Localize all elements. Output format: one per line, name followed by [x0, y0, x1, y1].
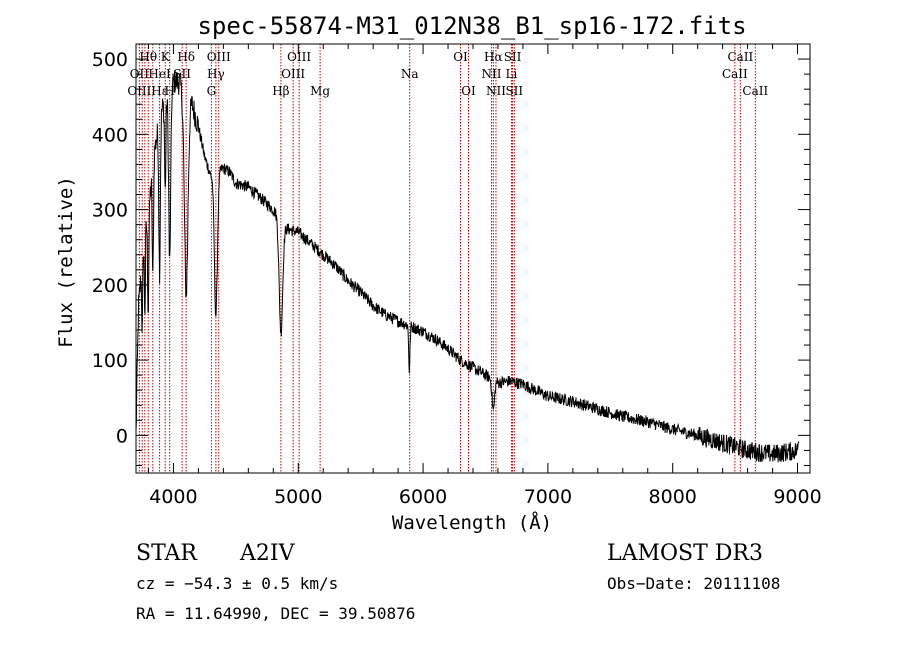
- axes: 4000 5000 6000 7000 8000 9000 0 100 200 300 400 500: [92, 43, 822, 508]
- line-marker-label: CaII: [727, 50, 753, 64]
- line-marker-label: NII: [481, 67, 501, 81]
- x-tick-label: 7000: [524, 486, 572, 508]
- marker-lines: [138, 44, 756, 473]
- line-marker-label: SII: [505, 84, 523, 98]
- redshift-cz: cz = −54.3 ± 0.5 km/s: [136, 574, 338, 593]
- x-tick-label: 6000: [399, 486, 447, 508]
- line-marker-label: Mg: [310, 84, 330, 98]
- line-marker-label: OIII: [287, 50, 311, 64]
- line-marker-label: CaII: [742, 84, 768, 98]
- line-marker-label: OI: [453, 50, 468, 64]
- line-marker-label: CaII: [722, 67, 748, 81]
- line-marker-label: SII: [504, 50, 522, 64]
- x-tick-label: 4000: [149, 486, 197, 508]
- spectrum-flux-line: [135, 70, 800, 463]
- line-marker-label: OIII: [281, 67, 305, 81]
- line-marker-label: HeI: [148, 67, 171, 81]
- y-tick-label: 300: [92, 200, 128, 222]
- line-marker-label: Hγ: [207, 67, 225, 81]
- line-marker-label: Na: [401, 67, 419, 81]
- y-tick-label: 500: [92, 49, 128, 71]
- y-tick-label: 100: [92, 350, 128, 372]
- line-marker-label: OI: [461, 84, 476, 98]
- line-marker-label: OIII: [127, 84, 151, 98]
- object-class: STAR: [136, 541, 198, 566]
- obs-date: Obs−Date: 20111108: [607, 574, 780, 593]
- ra-dec: RA = 11.64990, DEC = 39.50876: [136, 604, 415, 623]
- series-group: [135, 70, 800, 463]
- line-marker-label: K: [161, 50, 171, 64]
- y-tick-label: 200: [92, 275, 128, 297]
- line-marker-label: Hε: [151, 84, 168, 98]
- x-axis-label: Wavelength (Å): [392, 511, 552, 534]
- line-marker-label: Hα: [484, 50, 503, 64]
- plot-frame: [135, 43, 811, 474]
- y-tick-label: 0: [116, 425, 128, 447]
- line-marker-label: OIII: [207, 50, 231, 64]
- x-tick-label: 8000: [649, 486, 697, 508]
- x-tick-label: 9000: [773, 486, 821, 508]
- line-marker-label: NII: [486, 84, 506, 98]
- y-tick-label: 400: [92, 124, 128, 146]
- object-subclass: A2IV: [239, 541, 296, 566]
- chart-title: spec-55874-M31_012N38_B1_sp16-172.fits: [197, 12, 746, 40]
- line-marker-label: Hθ: [139, 50, 157, 64]
- survey-name: LAMOST DR3: [607, 541, 763, 566]
- line-marker-label: G: [207, 84, 217, 98]
- line-marker-label: Hδ: [177, 50, 195, 64]
- y-axis-label: Flux (relative): [55, 176, 77, 348]
- line-marker-label: H: [164, 84, 174, 98]
- line-marker-label: Hβ: [272, 84, 289, 98]
- line-marker-label: Li: [506, 67, 518, 81]
- x-tick-label: 5000: [274, 486, 322, 508]
